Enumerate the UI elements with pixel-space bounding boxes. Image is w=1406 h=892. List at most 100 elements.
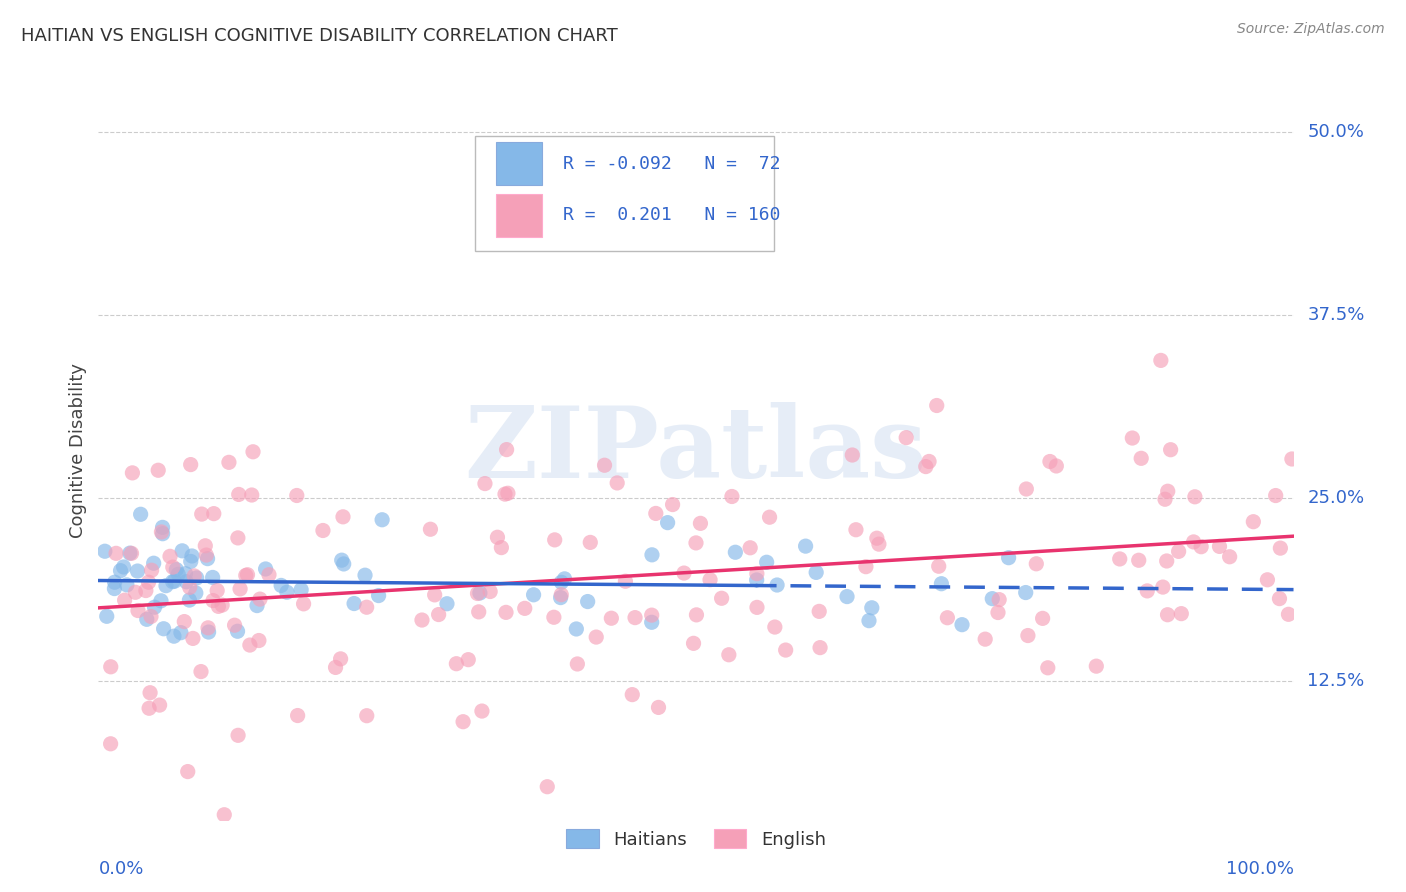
Point [896, 431, 918, 445]
Point [496, 486, 519, 500]
Point [287, 708, 309, 723]
Point [112, 560, 135, 574]
Point [100, 737, 122, 751]
Point [1154, 492, 1177, 507]
Point [139, 686, 162, 700]
Point [179, 593, 201, 607]
Point [150, 594, 173, 608]
Point [162, 560, 184, 574]
Point [100, 660, 122, 674]
Point [579, 535, 602, 549]
Point [745, 566, 768, 581]
Point [127, 564, 149, 578]
Point [766, 578, 789, 592]
Point [240, 488, 263, 502]
Point [474, 476, 496, 491]
Point [163, 629, 186, 643]
Point [808, 640, 831, 655]
Point [491, 541, 513, 555]
Point [152, 520, 174, 534]
Point [914, 459, 936, 474]
Point [330, 553, 353, 567]
Point [173, 615, 195, 629]
Point [436, 597, 458, 611]
Point [423, 588, 446, 602]
Point [495, 442, 517, 457]
Point [974, 632, 997, 647]
Point [190, 665, 212, 679]
Point [446, 657, 468, 671]
Point [550, 591, 572, 605]
Point [1157, 484, 1180, 499]
Point [804, 566, 827, 580]
Point [254, 562, 277, 576]
Point [177, 764, 200, 779]
Point [997, 550, 1019, 565]
Text: 0.0%: 0.0% [98, 860, 143, 878]
Point [457, 653, 479, 667]
Y-axis label: Cognitive Disability: Cognitive Disability [69, 363, 87, 538]
Point [855, 559, 877, 574]
Point [576, 594, 599, 608]
Point [121, 466, 143, 480]
Point [1036, 661, 1059, 675]
Point [249, 592, 271, 607]
Point [585, 630, 607, 644]
Point [229, 582, 252, 596]
Point [270, 578, 292, 592]
Point [740, 541, 762, 555]
Point [710, 591, 733, 606]
Point [606, 475, 628, 490]
Point [543, 610, 565, 624]
Point [858, 614, 880, 628]
Point [155, 579, 177, 593]
Point [1156, 554, 1178, 568]
Point [356, 708, 378, 723]
Point [1015, 482, 1038, 496]
Point [180, 554, 202, 568]
Point [1039, 454, 1062, 468]
Point [621, 688, 644, 702]
Point [205, 583, 228, 598]
Point [841, 448, 863, 462]
Point [763, 620, 786, 634]
Legend: Haitians, English: Haitians, English [560, 822, 832, 856]
Point [228, 487, 250, 501]
Point [292, 597, 315, 611]
Point [479, 584, 502, 599]
Point [172, 544, 194, 558]
Point [724, 545, 747, 559]
Point [141, 563, 163, 577]
Point [682, 636, 704, 650]
Point [211, 598, 233, 612]
Point [494, 487, 516, 501]
Point [118, 546, 141, 560]
Point [226, 624, 249, 639]
Point [1281, 452, 1303, 467]
Text: ZIPatlas: ZIPatlas [465, 402, 927, 499]
Point [644, 507, 666, 521]
Point [235, 568, 257, 582]
Point [1108, 552, 1130, 566]
Point [614, 574, 637, 589]
Point [1156, 607, 1178, 622]
Point [1268, 591, 1291, 606]
Point [411, 613, 433, 627]
Point [247, 633, 270, 648]
Point [451, 714, 474, 729]
Point [332, 557, 354, 571]
Point [641, 608, 664, 623]
Point [1017, 628, 1039, 642]
Point [745, 600, 768, 615]
Point [536, 780, 558, 794]
Point [808, 604, 831, 618]
Point [794, 539, 817, 553]
Point [755, 555, 778, 569]
Point [105, 546, 128, 560]
Point [103, 582, 125, 596]
Point [950, 617, 973, 632]
Point [775, 643, 797, 657]
Point [1152, 580, 1174, 594]
Point [152, 526, 174, 541]
Point [184, 586, 207, 600]
